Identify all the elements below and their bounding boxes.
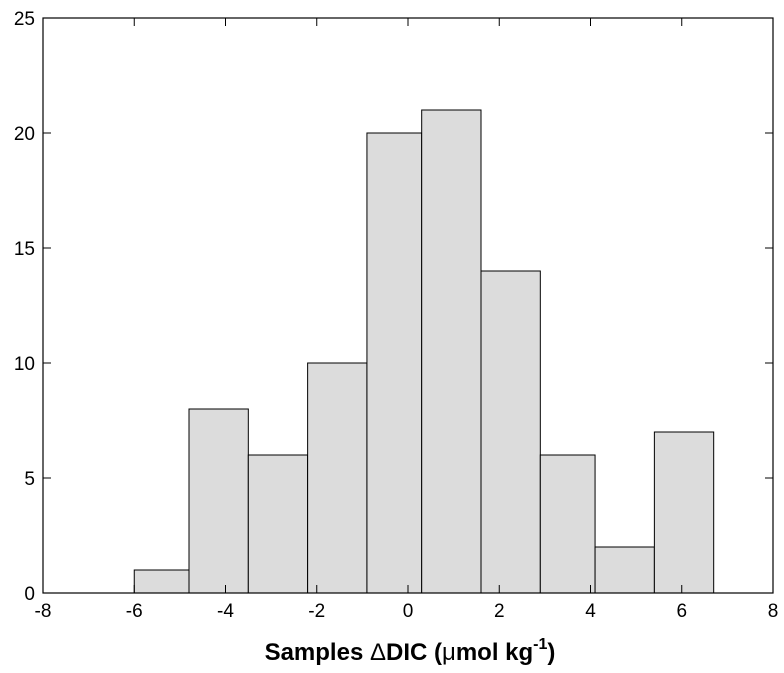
x-tick-label-4: 0 xyxy=(403,601,414,622)
x-tick-label-7: 6 xyxy=(676,601,687,622)
histogram-bar-5 xyxy=(421,109,482,594)
x-axis-title-mid: DIC ( xyxy=(386,639,442,666)
y-tick-label-0: 0 xyxy=(24,584,35,605)
histogram-bar-2 xyxy=(247,454,309,594)
x-tick-label-1: -6 xyxy=(126,601,143,622)
histogram-bar-9 xyxy=(653,431,715,594)
x-tick-label-2: -4 xyxy=(217,601,234,622)
x-axis-title-superscript: -1 xyxy=(533,636,547,653)
x-axis-title-delta: Δ xyxy=(370,639,386,666)
x-axis-title-unit: mol kg xyxy=(456,639,533,666)
bars-group xyxy=(133,109,715,594)
histogram-bar-6 xyxy=(480,270,541,594)
histogram-bar-3 xyxy=(307,362,368,594)
histogram-bar-7 xyxy=(539,454,596,594)
y-tick-label-3: 15 xyxy=(14,239,35,260)
x-tick-label-6: 4 xyxy=(585,601,596,622)
x-axis-title-mu: μ xyxy=(442,639,456,666)
y-tick-label-1: 5 xyxy=(24,469,35,490)
x-tick-label-8: 8 xyxy=(768,601,779,622)
histogram-bar-8 xyxy=(594,546,655,594)
histogram-bar-0 xyxy=(133,569,190,594)
x-axis-title: Samples ΔDIC (μmol kg-1) xyxy=(265,636,556,666)
histogram-bar-4 xyxy=(366,132,423,594)
tick-labels-group: -8 -6 -4 -2 0 2 4 6 8 0 5 10 15 20 25 xyxy=(14,9,778,622)
plot-frame xyxy=(42,17,774,594)
y-tick-label-5: 25 xyxy=(14,9,35,30)
x-tick-label-3: -2 xyxy=(308,601,325,622)
histogram-bar-1 xyxy=(188,408,249,594)
x-tick-label-0: -8 xyxy=(35,601,52,622)
x-tick-label-5: 2 xyxy=(494,601,505,622)
y-tick-label-4: 20 xyxy=(14,124,35,145)
x-axis-title-close: ) xyxy=(547,639,555,666)
x-axis-title-main: Samples xyxy=(265,639,370,666)
y-tick-label-2: 10 xyxy=(14,354,35,375)
